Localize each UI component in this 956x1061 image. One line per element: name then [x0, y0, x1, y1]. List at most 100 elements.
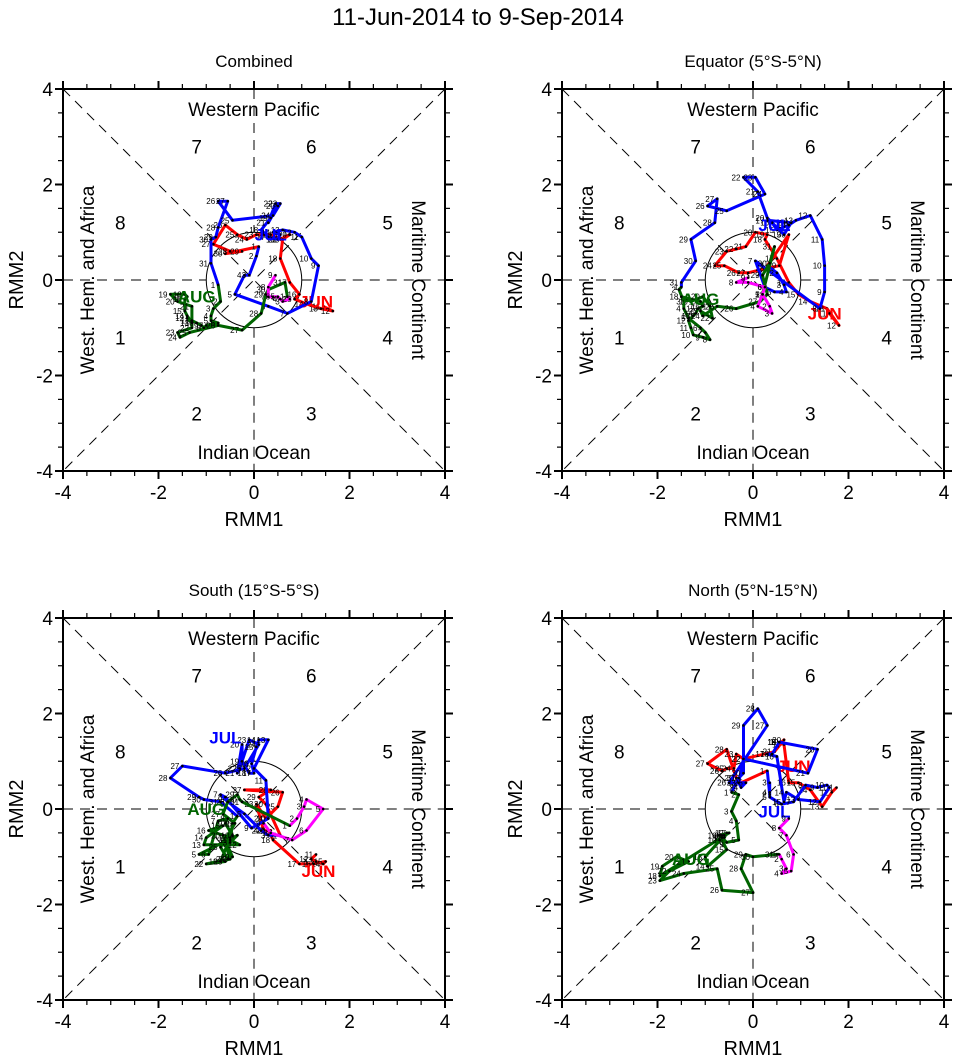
day-label: 23	[743, 173, 752, 182]
day-label: 27	[170, 762, 179, 771]
day-point	[768, 790, 772, 794]
day-point	[696, 307, 700, 310]
day-point	[219, 793, 222, 796]
day-label: 10	[221, 831, 230, 840]
day-point	[680, 281, 683, 284]
day-label: 14	[684, 309, 693, 318]
y-axis-label: RMM2	[505, 780, 527, 839]
day-label: 28	[729, 865, 738, 874]
day-point	[224, 252, 227, 256]
phase-number-label: 2	[690, 934, 701, 955]
day-point	[233, 822, 237, 825]
day-point	[255, 254, 258, 258]
day-point	[300, 235, 304, 239]
day-label: 15	[268, 231, 277, 240]
day-label: 16	[760, 219, 769, 228]
month-label: AUG	[187, 800, 225, 819]
day-point	[269, 216, 273, 220]
day-point	[770, 221, 774, 224]
x-tick-label: -2	[649, 483, 666, 504]
day-point	[231, 822, 234, 825]
day-label: 31	[727, 774, 736, 783]
day-point	[766, 769, 769, 773]
day-label: 26	[727, 269, 736, 278]
day-label: 13	[180, 319, 189, 328]
day-label: 24	[247, 741, 256, 750]
day-point	[224, 822, 227, 825]
day-point	[734, 281, 738, 284]
day-label: 31	[765, 850, 774, 859]
day-label: 12	[299, 855, 308, 864]
day-label: 20	[166, 297, 175, 306]
day-label: 21	[746, 188, 755, 197]
day-point	[243, 273, 246, 277]
day-label: 21	[677, 858, 686, 867]
day-point	[224, 860, 227, 863]
day-point	[734, 247, 738, 251]
day-label: 29	[724, 774, 733, 783]
day-label: 7	[748, 257, 753, 266]
day-label: 30	[758, 259, 767, 268]
day-label: 9	[244, 824, 249, 833]
day-point	[789, 221, 793, 224]
day-point	[310, 300, 313, 303]
day-label: 19	[650, 862, 659, 871]
day-point	[703, 855, 707, 859]
day-point	[264, 293, 268, 296]
day-label: 6	[211, 319, 216, 328]
day-label: 31	[230, 798, 239, 807]
day-label: 25	[221, 216, 230, 225]
phase-number-label: 1	[115, 328, 126, 349]
day-point	[773, 290, 776, 294]
day-label: 18	[209, 858, 218, 867]
day-label: 5	[192, 850, 197, 859]
day-label: 31	[669, 278, 678, 287]
day-label: 26	[717, 779, 726, 788]
phase-number-label: 7	[191, 137, 202, 158]
day-point	[777, 740, 781, 744]
day-point	[235, 814, 239, 818]
phase-number-label: 3	[306, 934, 317, 955]
day-point	[718, 838, 721, 842]
day-point	[792, 853, 795, 856]
x-tick-label: 2	[344, 1012, 355, 1033]
day-label: 4	[237, 271, 242, 280]
day-point	[830, 790, 834, 794]
y-tick-label: 0	[42, 800, 53, 821]
day-label: 23	[727, 779, 736, 788]
day-label: 20	[806, 745, 815, 754]
day-label: 16	[765, 752, 774, 761]
day-point	[682, 300, 686, 303]
day-label: 14	[247, 736, 256, 745]
day-point	[701, 336, 705, 339]
phase-number-label: 5	[881, 743, 892, 764]
phase-number-label: 1	[614, 328, 625, 349]
day-label: 8	[729, 278, 734, 287]
phase-number-label: 5	[382, 743, 393, 764]
day-label: 29	[254, 290, 263, 299]
day-point	[828, 786, 831, 789]
day-point	[701, 304, 705, 308]
day-label: 20	[772, 736, 781, 745]
day-point	[837, 324, 841, 327]
region-label-maritime-continent: Maritime Continent	[407, 729, 428, 889]
day-label: 5	[755, 290, 760, 299]
day-label: 28	[703, 219, 712, 228]
day-label: 13	[192, 841, 201, 850]
day-label: 7	[280, 309, 285, 318]
x-tick-label: 4	[939, 483, 950, 504]
day-label: 11	[255, 776, 264, 785]
day-label: 25	[734, 779, 743, 788]
day-point	[787, 817, 791, 820]
day-label: 24	[729, 784, 738, 793]
day-label: 29	[187, 793, 196, 802]
day-point	[219, 845, 222, 849]
day-label: 14	[798, 297, 807, 306]
day-point	[809, 214, 812, 217]
day-label: 17	[287, 860, 296, 869]
day-point	[675, 855, 678, 859]
day-point	[766, 219, 769, 222]
